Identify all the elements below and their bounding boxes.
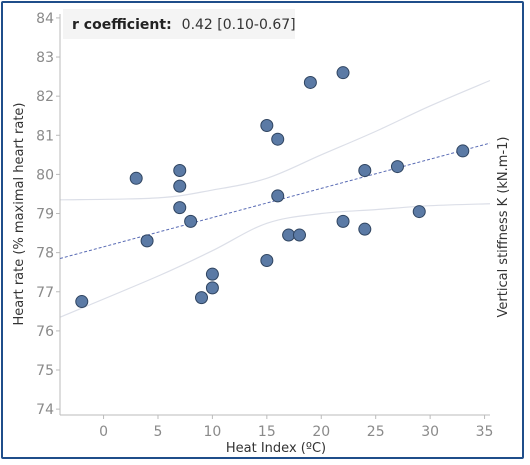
y-tick-labels: 74 75 76 77 78 79 80 81 82 83 84	[36, 11, 60, 418]
x-tick-labels: 0 5 10 15 20 25 30 35	[99, 415, 493, 440]
y-tick-label: 81	[36, 128, 54, 144]
data-point	[195, 291, 209, 305]
confidence-upper-curve	[59, 79, 491, 201]
data-point	[260, 118, 274, 132]
x-tick-label: 0	[99, 424, 108, 440]
x-tick-label: 5	[154, 424, 163, 440]
y-tick-label: 84	[36, 11, 54, 27]
confidence-lower-curve	[59, 203, 491, 318]
data-point	[75, 295, 89, 309]
r-coefficient-separator: :	[166, 17, 172, 33]
data-point	[336, 66, 350, 80]
x-tick-label: 20	[312, 424, 330, 440]
data-point	[336, 214, 350, 228]
data-point	[358, 222, 372, 236]
y-tick-label: 79	[36, 207, 54, 223]
data-point	[282, 228, 296, 242]
r-coefficient-value: 0.42 [0.10-0.67]	[182, 17, 296, 33]
data-point	[271, 132, 285, 146]
x-axis-title: Heat Index (ºC)	[226, 441, 326, 456]
data-points	[75, 66, 470, 309]
y-axis-title: Heart rate (% maximal heart rate)	[12, 103, 27, 326]
data-point	[129, 171, 143, 185]
data-point	[303, 75, 317, 89]
y-tick-label: 83	[36, 50, 54, 66]
data-point	[358, 163, 372, 177]
data-point	[173, 179, 187, 193]
r-coefficient-label: r coefficient	[72, 17, 166, 33]
x-tick-label: 30	[421, 424, 439, 440]
data-point	[412, 205, 426, 219]
data-point	[173, 201, 187, 215]
x-tick-label: 15	[258, 424, 276, 440]
chart-frame: 74 75 76 77 78 79 80 81 82 83 84 0 5 10 15 20 25 30 35 r …	[1, 1, 524, 459]
scatter-chart: 74 75 76 77 78 79 80 81 82 83 84 0 5 10 15 20 25 30 35 r …	[12, 9, 511, 456]
r-coefficient-box: r coefficient: 0.42 [0.10-0.67]	[63, 9, 296, 39]
axes	[59, 14, 490, 416]
data-point	[205, 281, 219, 295]
y-tick-label: 77	[36, 285, 54, 301]
y-tick-label: 80	[36, 167, 54, 183]
data-point	[271, 189, 285, 203]
data-point	[173, 163, 187, 177]
y-tick-label: 76	[36, 324, 54, 340]
data-point	[260, 253, 274, 267]
y-tick-label: 78	[36, 246, 54, 262]
y-tick-label: 82	[36, 89, 54, 105]
data-point	[456, 144, 470, 158]
data-point	[205, 267, 219, 281]
x-tick-label: 25	[367, 424, 385, 440]
r-coefficient-background	[63, 9, 295, 39]
x-tick-label: 10	[203, 424, 221, 440]
data-point	[184, 214, 198, 228]
data-point	[390, 160, 404, 174]
y-tick-label: 74	[36, 402, 54, 418]
data-point	[292, 228, 306, 242]
y-tick-label: 75	[36, 363, 54, 379]
svg-text:r coefficient:0.42 [0.10-0.67]: r coefficient: 0.42 [0.10-0.67]	[72, 17, 296, 33]
data-point	[140, 234, 154, 248]
x-tick-label: 35	[476, 424, 494, 440]
y2-axis-title: Vertical stiffness K (kN.m-1)	[496, 137, 511, 318]
